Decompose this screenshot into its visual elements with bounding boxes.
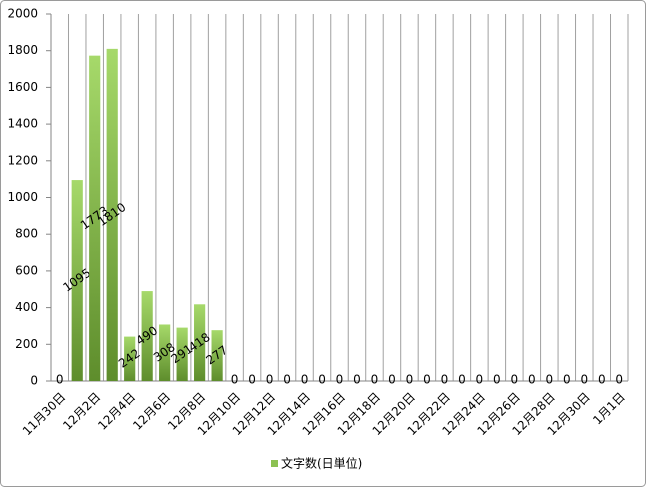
y-tick-label: 0 (30, 374, 38, 388)
value-label: 0 (441, 373, 449, 387)
value-label: 0 (301, 373, 309, 387)
bar (124, 336, 136, 381)
y-tick-label: 400 (15, 300, 38, 314)
value-label: 0 (336, 373, 344, 387)
value-label: 0 (371, 373, 379, 387)
bar (141, 291, 153, 381)
value-label: 0 (388, 373, 396, 387)
value-label: 0 (423, 373, 431, 387)
value-label: 0 (563, 373, 571, 387)
value-label: 0 (493, 373, 501, 387)
value-label: 0 (353, 373, 361, 387)
value-label: 0 (580, 373, 588, 387)
bar (71, 180, 83, 381)
value-label: 0 (598, 373, 606, 387)
bar (176, 327, 188, 381)
value-label: 0 (511, 373, 519, 387)
value-label: 0 (283, 373, 291, 387)
y-tick-label: 1400 (7, 117, 38, 131)
bar (211, 330, 223, 381)
value-label: 0 (458, 373, 466, 387)
y-tick-label: 1000 (7, 190, 38, 204)
legend-label: 文字数(日単位) (281, 456, 362, 471)
bar (106, 48, 118, 382)
value-label: 0 (528, 373, 536, 387)
y-tick-label: 2000 (7, 7, 38, 21)
y-tick-label: 600 (15, 263, 38, 277)
y-tick-label: 800 (15, 227, 38, 241)
value-label: 0 (248, 373, 256, 387)
value-label: 0 (476, 373, 484, 387)
legend-swatch (271, 460, 278, 467)
y-tick-label: 1600 (7, 80, 38, 94)
value-label: 0 (56, 373, 64, 387)
value-label: 0 (266, 373, 274, 387)
y-tick-label: 200 (15, 337, 38, 351)
y-tick-label: 1800 (7, 43, 38, 57)
bar (194, 304, 206, 381)
value-label: 0 (231, 373, 239, 387)
value-label: 0 (615, 373, 623, 387)
bar (159, 324, 171, 381)
value-label: 0 (545, 373, 553, 387)
value-label: 0 (406, 373, 414, 387)
bar (89, 55, 101, 381)
value-label: 0 (318, 373, 326, 387)
y-tick-label: 1200 (7, 153, 38, 167)
